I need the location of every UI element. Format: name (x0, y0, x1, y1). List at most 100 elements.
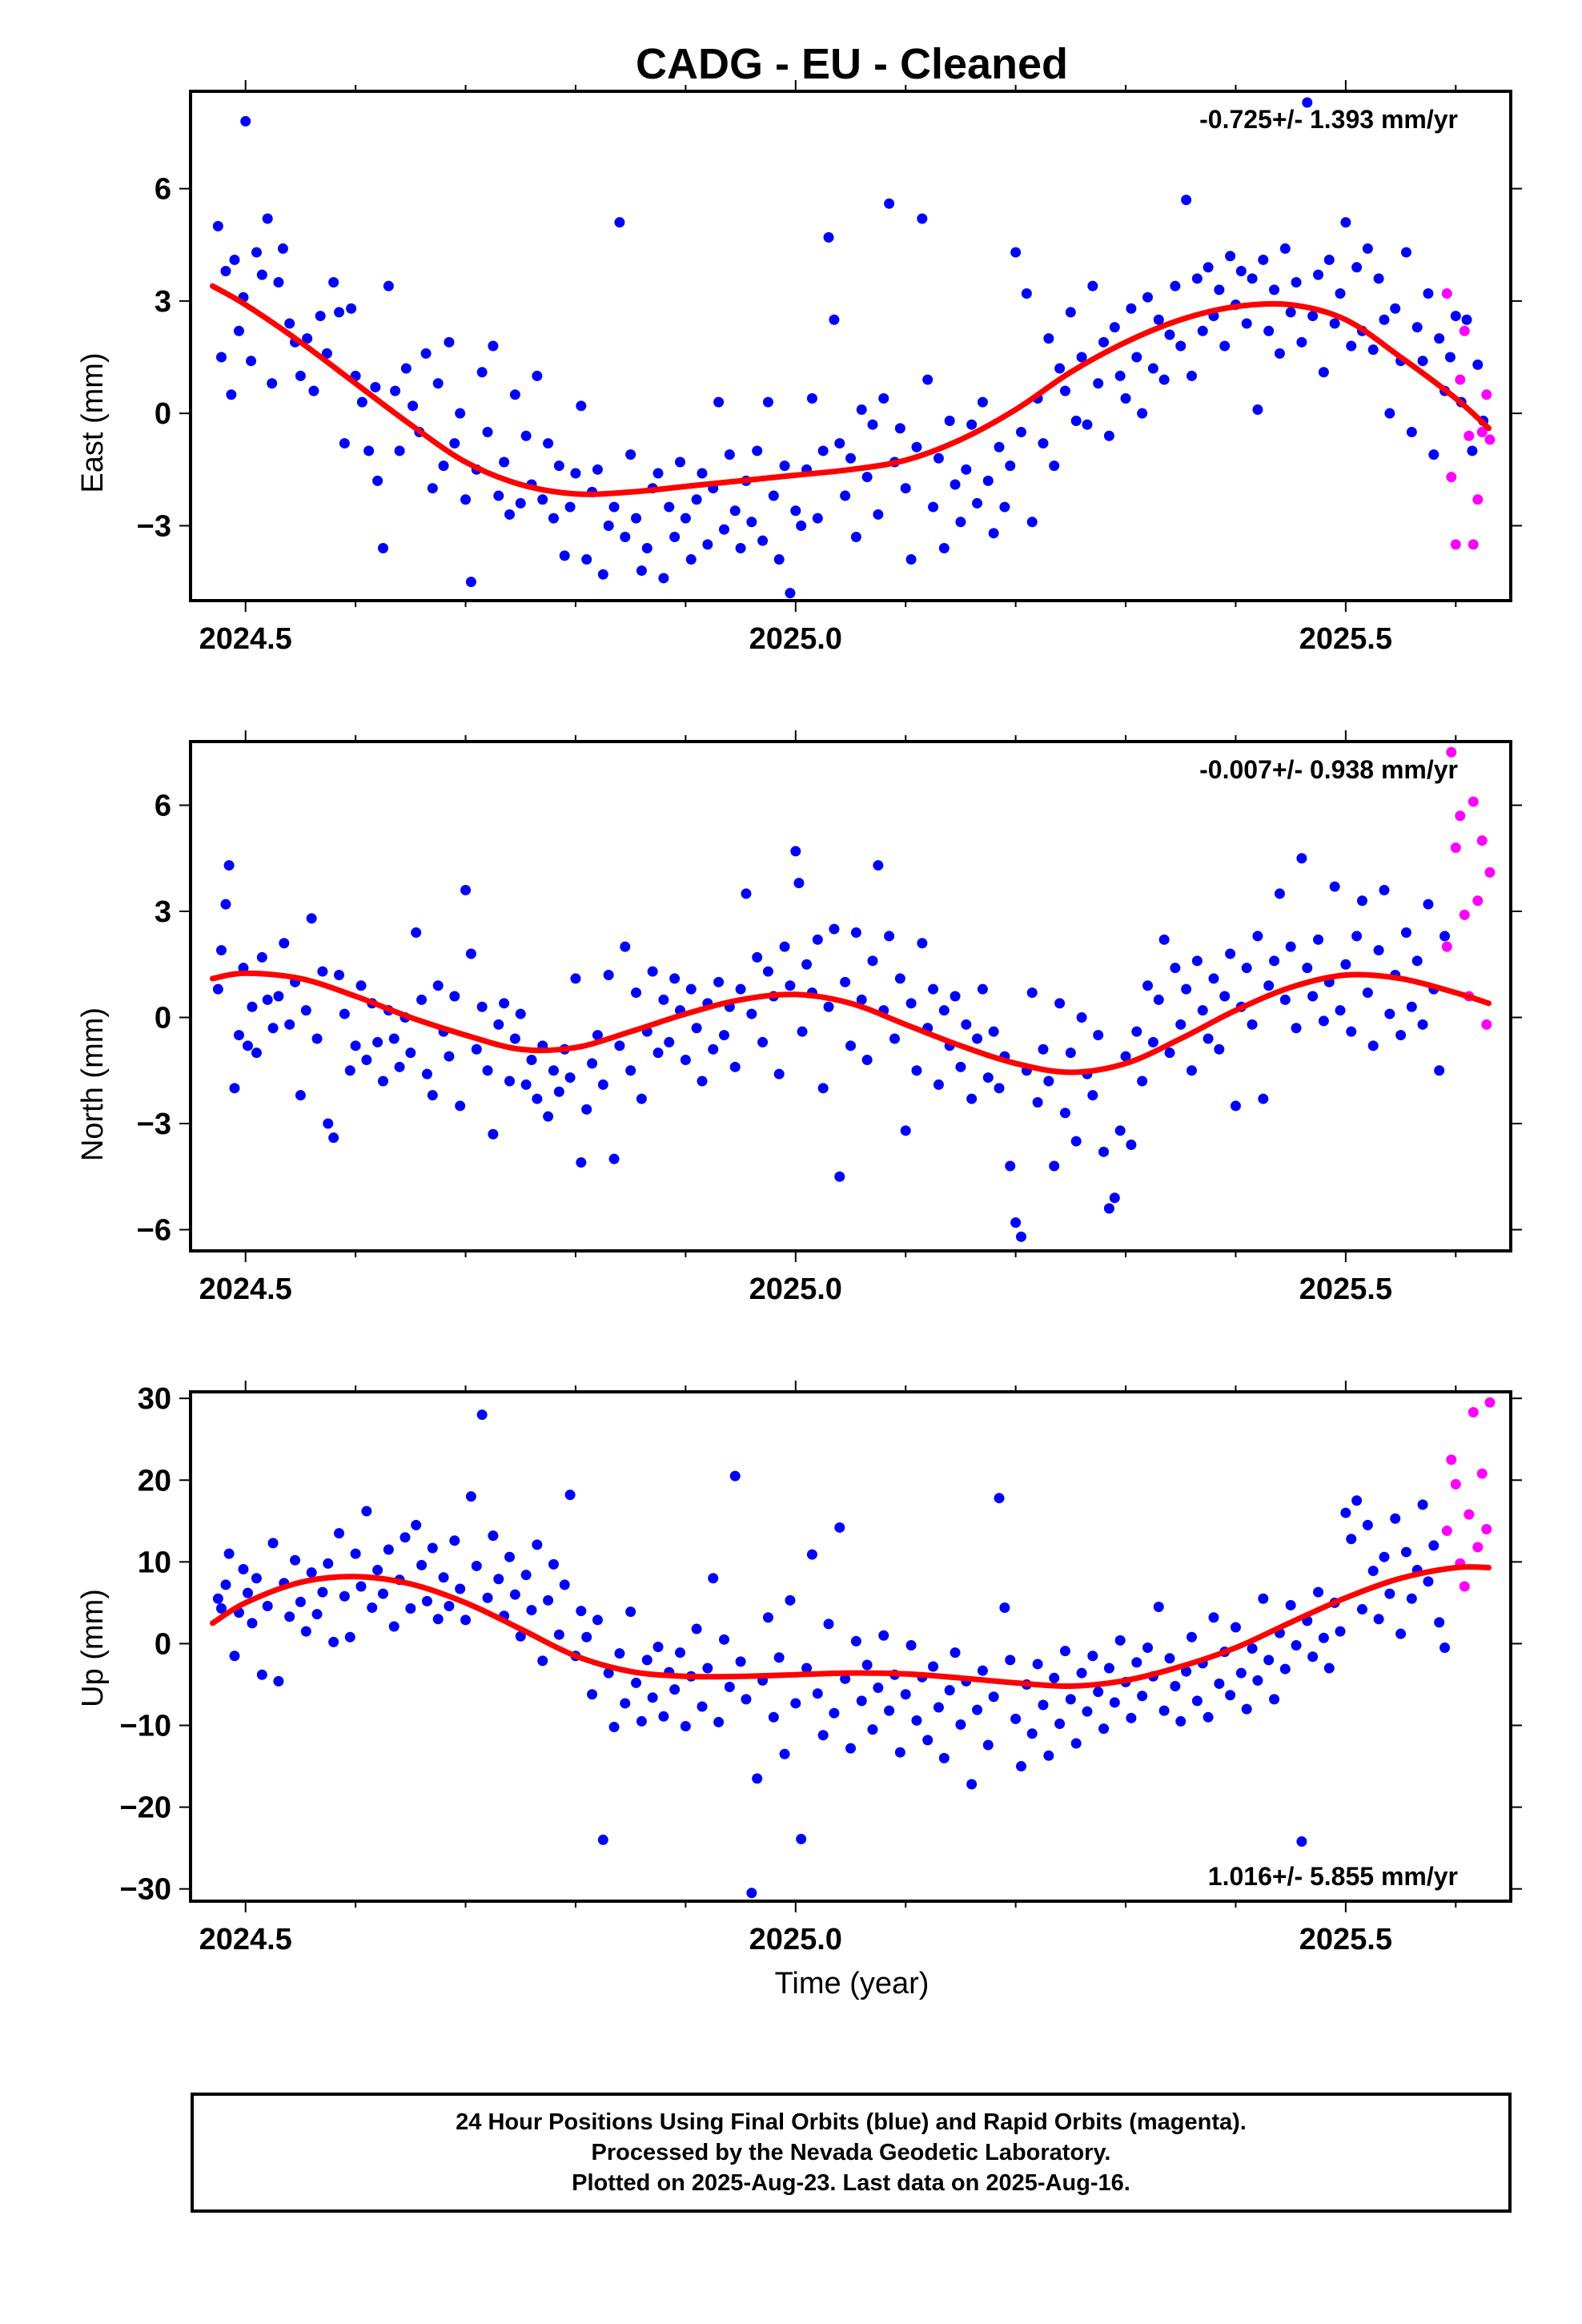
final-orbit-point (697, 1076, 708, 1087)
final-orbit-point (284, 318, 295, 329)
final-orbit-point (229, 254, 240, 265)
final-orbit-point (1269, 955, 1280, 967)
final-orbit-point (652, 1047, 664, 1059)
final-orbit-point (1005, 1655, 1016, 1666)
final-orbit-point (532, 1539, 543, 1550)
final-orbit-point (311, 1609, 323, 1620)
final-orbit-point (894, 973, 905, 984)
final-orbit-point (961, 464, 972, 475)
final-orbit-point (823, 231, 834, 243)
footer-line-3: Plotted on 2025-Aug-23. Last data on 202… (572, 2170, 1130, 2196)
final-orbit-point (592, 464, 603, 475)
final-orbit-point (680, 513, 691, 524)
final-orbit-point (233, 325, 244, 336)
final-orbit-point (471, 1560, 482, 1571)
final-orbit-point (432, 1614, 444, 1625)
final-orbit-point (900, 1125, 911, 1136)
final-orbit-point (1373, 1614, 1384, 1625)
final-orbit-point (499, 456, 510, 468)
rapid-orbit-point (1468, 796, 1479, 807)
y-tick-label: −6 (137, 1214, 171, 1248)
rapid-orbit-point (1455, 374, 1466, 385)
final-orbit-point (1087, 1651, 1098, 1662)
final-orbit-point (1164, 1047, 1175, 1059)
final-orbit-point (790, 1698, 801, 1709)
final-orbit-point (460, 494, 472, 505)
final-orbit-point (267, 1023, 279, 1034)
final-orbit-point (603, 1667, 614, 1679)
final-orbit-point (1296, 1835, 1307, 1847)
final-orbit-point (1247, 1643, 1258, 1655)
rapid-orbit-point (1468, 539, 1479, 550)
final-orbit-point (806, 1549, 817, 1560)
final-orbit-point (905, 554, 917, 565)
final-orbit-point (1318, 367, 1329, 378)
final-orbit-point (1120, 1051, 1131, 1062)
final-orbit-point (363, 445, 375, 456)
final-orbit-point (427, 1090, 438, 1101)
final-orbit-point (664, 1036, 675, 1047)
final-orbit-point (768, 1711, 779, 1723)
final-orbit-point (223, 1548, 235, 1559)
rapid-orbit-point (1481, 389, 1492, 400)
final-orbit-point (515, 1008, 526, 1019)
final-orbit-point (356, 396, 367, 408)
final-orbit-point (543, 1594, 554, 1606)
final-orbit-point (1197, 1005, 1208, 1016)
final-orbit-point (1043, 1076, 1054, 1087)
final-orbit-point (233, 1030, 244, 1041)
final-orbit-point (449, 438, 460, 449)
final-orbit-point (328, 277, 339, 287)
final-orbit-point (620, 941, 631, 952)
final-orbit-point (1263, 980, 1275, 991)
rapid-orbit-point (1446, 472, 1457, 483)
final-orbit-point (323, 1118, 334, 1129)
final-orbit-point (746, 517, 757, 528)
fit-curve (209, 283, 1492, 497)
final-orbit-point (796, 520, 807, 531)
final-orbit-point (1450, 311, 1461, 322)
final-orbit-point (658, 994, 669, 1005)
final-orbit-point (488, 1128, 499, 1140)
final-orbit-point (652, 468, 664, 479)
y-tick-label: 30 (138, 1382, 171, 1416)
final-orbit-point (773, 1652, 785, 1663)
final-orbit-point (631, 987, 642, 999)
final-orbit-point (242, 1040, 253, 1051)
final-orbit-point (279, 938, 290, 949)
final-orbit-point (894, 423, 905, 434)
final-orbit-point (215, 352, 227, 363)
final-orbit-point (850, 532, 861, 542)
final-orbit-point (999, 501, 1010, 513)
final-orbit-point (1285, 941, 1296, 952)
final-orbit-point (691, 494, 702, 505)
final-orbit-point (1038, 438, 1049, 449)
final-orbit-point (240, 115, 251, 127)
final-orbit-point (1367, 344, 1379, 356)
final-orbit-point (476, 1001, 488, 1012)
final-orbit-point (597, 1079, 608, 1090)
final-orbit-point (641, 1655, 652, 1666)
final-orbit-point (295, 1090, 306, 1101)
final-orbit-point (465, 948, 476, 959)
final-orbit-point (388, 1621, 400, 1632)
rapid-orbit-point (1441, 288, 1452, 300)
final-orbit-point (323, 1558, 334, 1569)
final-orbit-point (1219, 991, 1231, 1002)
final-orbit-point (1054, 1718, 1066, 1729)
final-orbit-point (493, 1019, 504, 1030)
final-orbit-point (933, 452, 944, 464)
final-orbit-point (344, 1065, 355, 1076)
final-orbit-point (416, 1559, 428, 1570)
final-orbit-point (994, 1083, 1005, 1094)
final-orbit-point (1279, 243, 1291, 254)
final-orbit-point (768, 490, 779, 501)
final-orbit-point (411, 927, 422, 938)
rapid-orbit-point (1472, 1542, 1484, 1553)
final-orbit-point (878, 1630, 889, 1641)
rapid-orbit-point (1464, 430, 1475, 441)
final-orbit-point (564, 501, 576, 513)
final-orbit-point (1467, 445, 1478, 456)
final-orbit-point (1103, 430, 1114, 441)
